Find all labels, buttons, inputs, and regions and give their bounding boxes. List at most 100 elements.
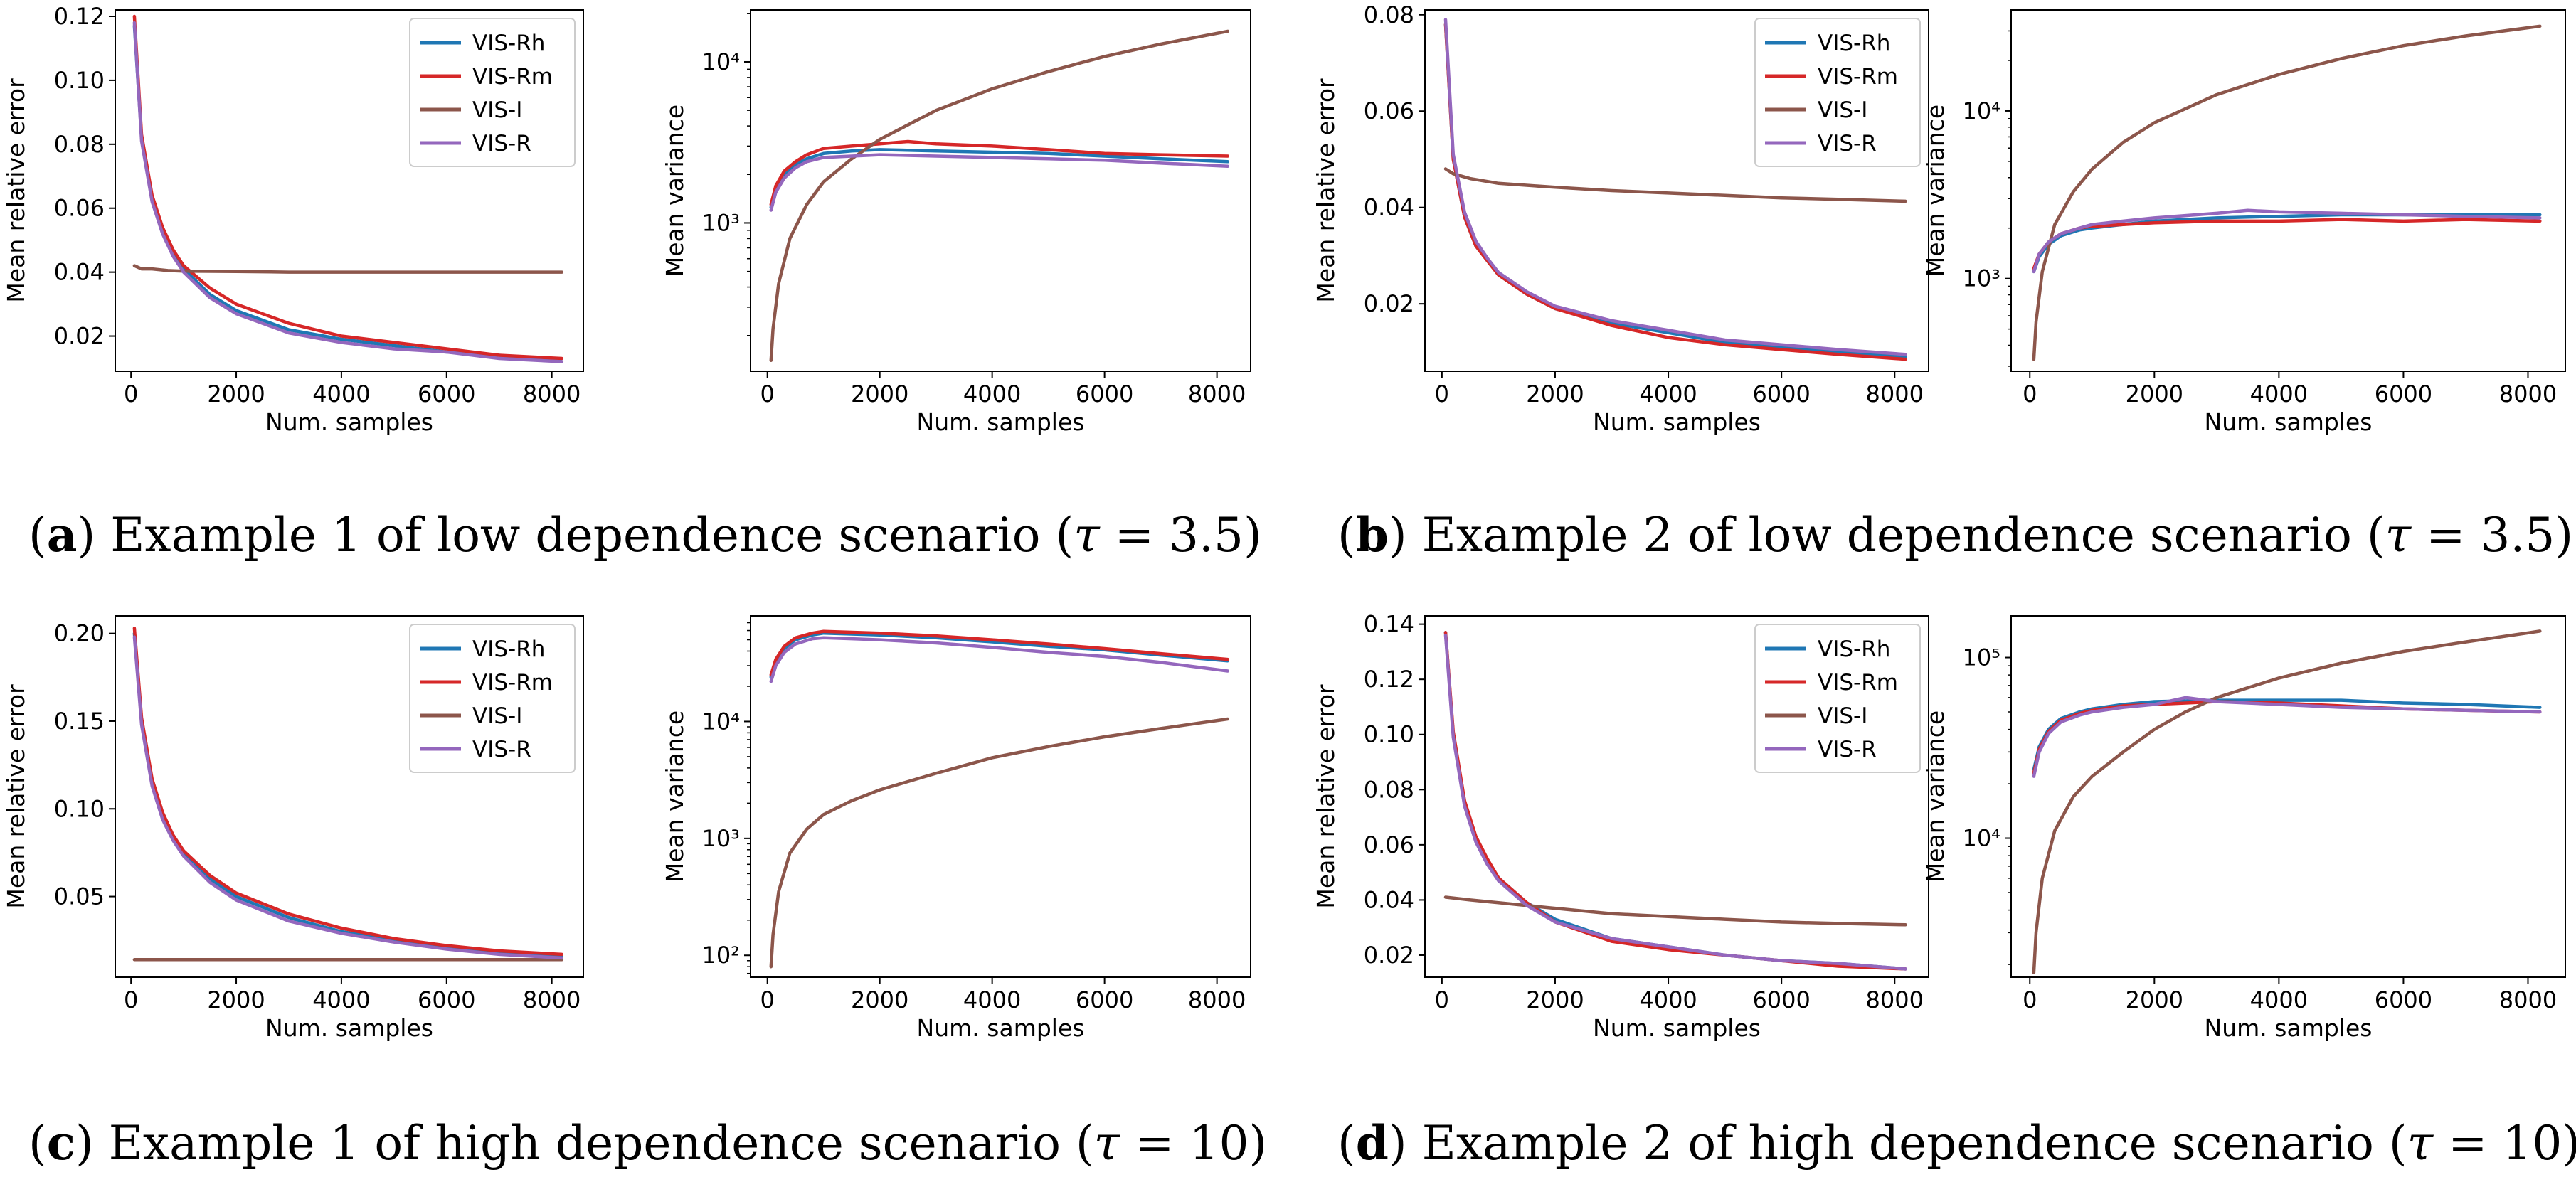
x-axis-label: Num. samples [917,1014,1085,1042]
series-line-vis-rm [1443,23,1907,361]
x-tick-label: 0 [2023,986,2037,1013]
chart-c-variance: 0 2000 4000 6000 8000 10² 10³ 10⁴ Num. samples Me… [661,615,1251,1042]
y-tick-label: 0.20 [54,620,105,647]
x-tick-label: 0 [1435,380,1449,408]
plot-frame [1424,9,1929,372]
y-tick-label: 0.10 [54,795,105,822]
legend-label-vis-rh: VIS-Rh [472,637,545,662]
plot-frame [115,9,584,372]
y-axis-label: Mean variance [661,710,689,883]
series-line-vis-i [132,264,564,274]
series-line-vis-r [132,21,564,363]
x-tick-label: 2000 [2126,986,2183,1013]
legend-label-vis-rm: VIS-Rm [1818,64,1898,90]
x-tick-label: 4000 [963,380,1021,408]
x-tick-label: 0 [760,986,775,1013]
series-line-vis-rm [132,627,564,957]
series-line-vis-r [1443,18,1907,356]
legend: VIS-Rh VIS-Rm VIS-I VIS-R [1754,18,1921,167]
series-line-vis-i [2032,629,2542,974]
x-axis-label: Num. samples [2205,1014,2373,1042]
legend-label-vis-r: VIS-R [472,737,531,762]
y-tick-label: 0.02 [1364,942,1414,969]
x-tick-label: 2000 [207,986,265,1013]
y-axis-label: Mean relative error [1312,78,1340,303]
series-line-vis-r [2032,696,2542,778]
series-line-vis-r [1443,633,1907,971]
series-line-vis-rm [132,14,564,361]
y-tick-label: 10⁴ [1962,97,2000,124]
y-axis-label: Mean variance [1922,105,1949,277]
legend-label-vis-r: VIS-R [1818,131,1877,156]
y-tick-label: 10⁴ [701,48,740,75]
x-tick-label: 8000 [523,380,581,408]
y-tick-label: 0.05 [54,883,105,910]
legend-box [1754,624,1921,773]
plot-frame [2010,9,2566,372]
y-tick-label: 0.04 [54,259,105,286]
plot-frame [1424,615,1929,978]
x-tick-label: 8000 [2499,986,2557,1013]
x-axis-label: Num. samples [1593,1014,1761,1042]
x-axis-label: Num. samples [265,1014,433,1042]
y-tick-label: 0.02 [1364,290,1414,317]
x-tick-label: 2000 [2126,380,2183,408]
x-axis-label: Num. samples [265,408,433,436]
chart-c-error: 0 2000 4000 6000 8000 0.05 0.10 0.15 0.20 Num. sa… [2,615,584,1042]
x-axis-label: Num. samples [917,408,1085,436]
series-line-vis-rm [769,629,1230,677]
x-tick-label: 8000 [523,986,581,1013]
y-tick-label: 10⁴ [701,708,740,735]
x-tick-label: 4000 [963,986,1021,1013]
x-tick-label: 2000 [207,380,265,408]
y-tick-label: 10⁵ [1962,644,2000,671]
legend: VIS-Rh VIS-Rm VIS-I VIS-R [409,624,576,773]
legend: VIS-Rh VIS-Rm VIS-I VIS-R [409,18,576,167]
x-tick-label: 0 [760,380,775,408]
x-axis-label: Num. samples [2205,408,2373,436]
chart-a-error: 0 2000 4000 6000 8000 0.02 0.04 0.06 0.08 0.10 0.1… [2,3,584,436]
legend-label-vis-i: VIS-I [1818,97,1867,123]
y-axis-label: Mean variance [1922,710,1949,883]
x-tick-label: 2000 [851,380,908,408]
y-tick-label: 0.14 [1364,611,1414,638]
x-tick-label: 8000 [1188,380,1246,408]
series-line-vis-i [769,717,1230,969]
x-tick-label: 6000 [1076,380,1133,408]
chart-d-variance: 0 2000 4000 6000 8000 10⁴ 10⁵ Num. samples Mean … [1922,615,2566,1042]
legend-label-vis-r: VIS-R [472,131,531,156]
y-axis-label: Mean relative error [1312,684,1340,909]
y-tick-label: 0.10 [1364,721,1414,748]
y-tick-label: 0.08 [1364,1,1414,28]
x-tick-label: 0 [124,986,138,1013]
y-tick-label: 10³ [701,209,740,236]
legend-label-vis-i: VIS-I [472,703,522,729]
x-tick-label: 4000 [2250,380,2308,408]
legend-label-vis-i: VIS-I [1818,703,1867,729]
y-tick-label: 0.15 [54,708,105,735]
legend-label-vis-rh: VIS-Rh [1818,31,1890,56]
legend-label-vis-rm: VIS-Rm [1818,670,1898,696]
series-line-vis-r [769,153,1230,212]
charts-layer: 0 2000 4000 6000 8000 0.02 0.04 0.06 0.08 0.10 0.1… [2,1,2566,1042]
series-line-vis-i [769,29,1230,363]
y-tick-label: 10³ [1962,265,2000,292]
legend-box [1754,18,1921,167]
chart-d-error: 0 2000 4000 6000 8000 0.02 0.04 0.06 0.08 0.10 0.1… [1312,611,1929,1042]
x-tick-label: 4000 [1639,986,1697,1013]
plot-frame [750,9,1251,372]
plot-frame [750,615,1251,978]
y-tick-label: 0.08 [54,131,105,158]
x-tick-label: 6000 [1752,986,1810,1013]
x-tick-label: 0 [2023,380,2037,408]
y-tick-label: 10⁴ [1962,825,2000,852]
series-line-vis-r [2032,208,2542,274]
x-tick-label: 8000 [1866,986,1924,1013]
y-tick-label: 0.12 [54,3,105,30]
series-line-vis-i [1443,895,1907,927]
y-tick-label: 10² [701,942,740,969]
y-tick-label: 0.12 [1364,666,1414,693]
caption-b: (b) Example 2 of low dependence scenario… [1337,507,2573,563]
y-tick-label: 0.08 [1364,776,1414,803]
